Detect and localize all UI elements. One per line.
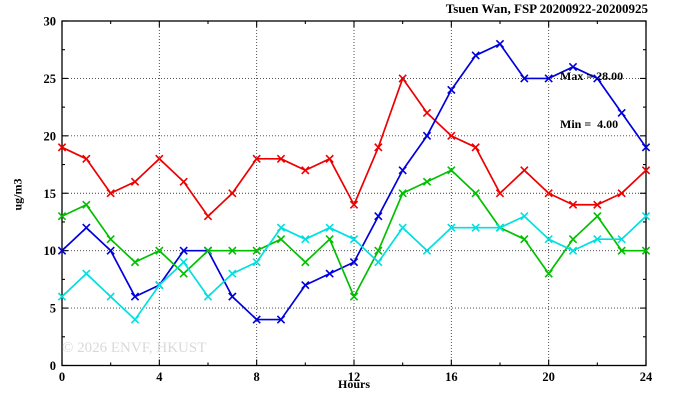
y-tick-label: 0 xyxy=(50,359,56,373)
y-tick-label: 20 xyxy=(44,129,57,143)
x-tick-label: 24 xyxy=(640,370,653,384)
y-tick-label: 30 xyxy=(44,15,57,29)
series-markers-red xyxy=(57,74,651,221)
x-tick-label: 4 xyxy=(156,370,163,384)
min-label: Min = 4.00 xyxy=(560,117,619,131)
x-tick-label: 12 xyxy=(348,370,361,384)
y-tick-label: 10 xyxy=(44,244,57,258)
maxmin-annotation: Max = 28.00 Min = 4.00 xyxy=(560,36,623,164)
x-tick-label: 16 xyxy=(445,370,458,384)
x-axis-label: Hours xyxy=(337,377,370,391)
x-tick-label: 0 xyxy=(59,370,65,384)
series-markers-green xyxy=(57,166,651,301)
x-tick-label: 8 xyxy=(254,370,260,384)
watermark: © 2026 ENVF, HKUST xyxy=(62,340,207,356)
y-tick-label: 15 xyxy=(44,187,57,201)
y-tick-label: 25 xyxy=(44,72,57,86)
x-tick-label: 20 xyxy=(542,370,555,384)
series-markers-cyan xyxy=(57,212,651,324)
series-markers-blue xyxy=(57,39,651,324)
series-line-blue xyxy=(61,43,647,321)
max-label: Max = 28.00 xyxy=(560,69,624,83)
y-tick-label: 5 xyxy=(50,302,56,316)
y-axis-label: ug/m3 xyxy=(10,178,25,211)
chart-title: Tsuen Wan, FSP 20200922-20200925 xyxy=(445,1,648,16)
